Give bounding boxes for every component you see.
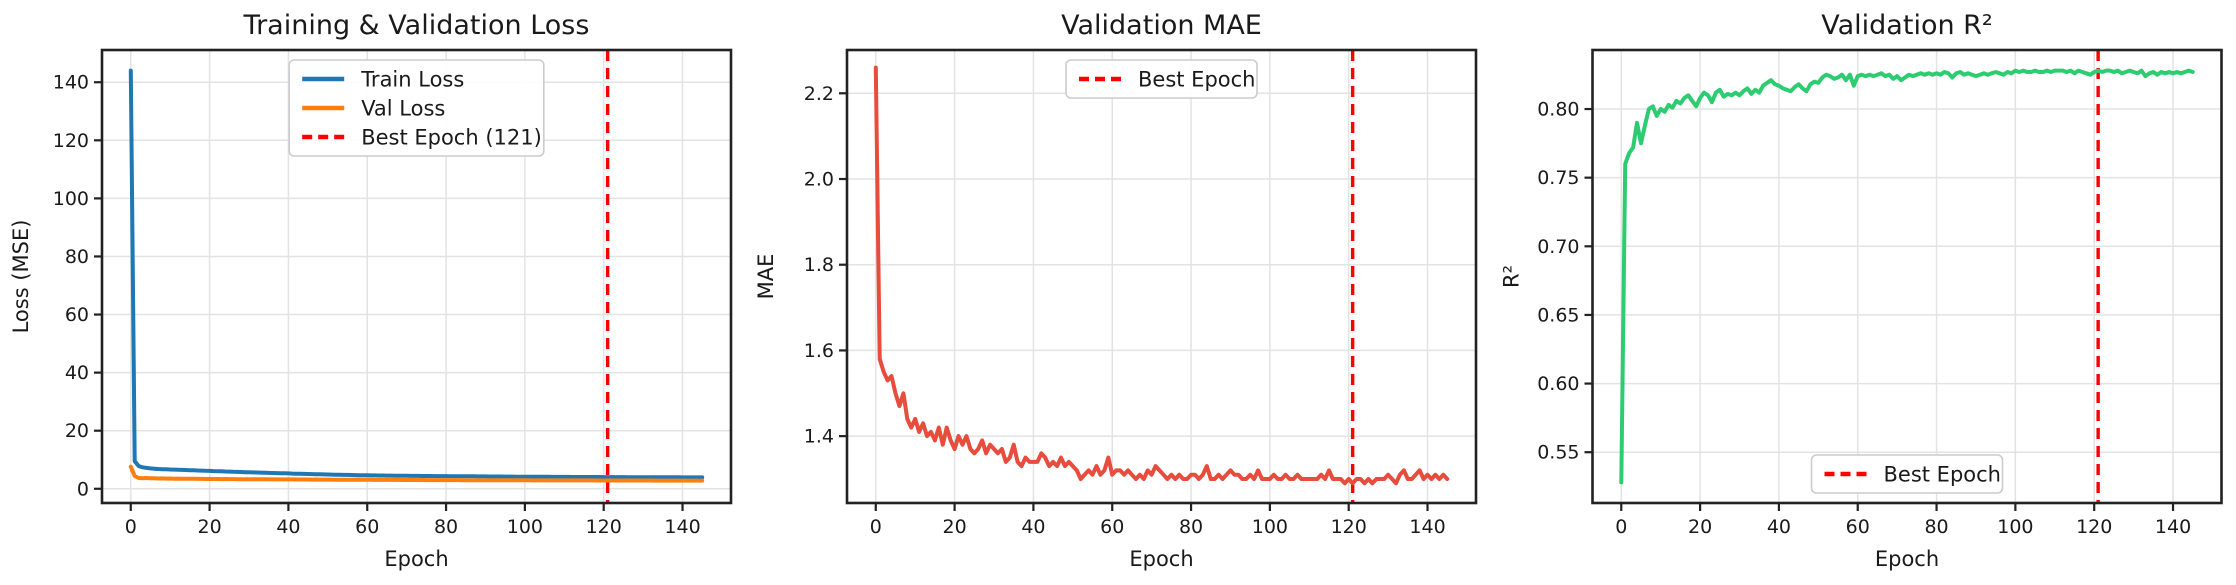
x-tick-label: 0 bbox=[870, 516, 882, 538]
x-tick-label: 0 bbox=[1615, 516, 1627, 538]
val-r--line bbox=[1619, 68, 2195, 485]
chart-training-validation-loss: 0 20 40 60 80 100 120 140 0 20 40 60 80 100 120 140 Trai… bbox=[0, 0, 745, 585]
x-tick-label: 80 bbox=[1179, 516, 1203, 538]
chart-title: Validation R² bbox=[1821, 10, 1993, 41]
chart-background bbox=[1490, 0, 2236, 585]
y-tick-label: 100 bbox=[53, 188, 89, 210]
y-tick-label: 1.6 bbox=[804, 340, 834, 362]
x-tick-label: 120 bbox=[2076, 516, 2112, 538]
legend-label: Best Epoch (121) bbox=[361, 126, 542, 150]
y-tick-label: 0.60 bbox=[1537, 373, 1579, 395]
y-axis-label: Loss (MSE) bbox=[9, 220, 33, 334]
x-tick-label: 20 bbox=[942, 516, 966, 538]
x-tick-label: 40 bbox=[1767, 516, 1791, 538]
y-tick-label: 1.4 bbox=[804, 426, 834, 448]
x-tick-label: 60 bbox=[1846, 516, 1870, 538]
y-tick-label: 0.55 bbox=[1537, 442, 1579, 464]
x-tick-label: 140 bbox=[664, 516, 700, 538]
x-tick-label: 140 bbox=[1409, 516, 1445, 538]
x-tick-label: 100 bbox=[1252, 516, 1288, 538]
line-chart-svg: 0 20 40 60 80 100 120 140 0.55 0.60 0.65 0.70 0.75 0.… bbox=[1490, 0, 2236, 585]
y-tick-label: 20 bbox=[65, 420, 89, 442]
x-tick-label: 120 bbox=[1331, 516, 1367, 538]
y-tick-label: 80 bbox=[65, 246, 89, 268]
train-loss-line bbox=[128, 68, 705, 480]
y-tick-label: 0.70 bbox=[1537, 236, 1579, 258]
y-tick-label: 140 bbox=[53, 72, 89, 94]
val-mae-line bbox=[873, 65, 1450, 486]
x-axis-label: Epoch bbox=[1129, 547, 1193, 571]
y-tick-label: 0.80 bbox=[1537, 99, 1579, 121]
line-chart-svg: 0 20 40 60 80 100 120 140 1.4 1.6 1.8 2.0 2.2 Validat… bbox=[745, 0, 1490, 585]
line-chart-svg: 0 20 40 60 80 100 120 140 0 20 40 60 80 100 120 140 Trai… bbox=[0, 0, 745, 585]
legend-label: Best Epoch bbox=[1138, 68, 1255, 92]
plot-area-border bbox=[845, 48, 1478, 505]
x-tick-label: 140 bbox=[2155, 516, 2191, 538]
x-axis-label: Epoch bbox=[1875, 547, 1939, 571]
x-tick-label: 100 bbox=[507, 516, 543, 538]
legend-box bbox=[288, 59, 545, 157]
x-tick-label: 80 bbox=[1924, 516, 1948, 538]
x-tick-label: 120 bbox=[586, 516, 622, 538]
x-tick-label: 40 bbox=[276, 516, 300, 538]
x-tick-label: 60 bbox=[355, 516, 379, 538]
x-tick-label: 60 bbox=[1100, 516, 1124, 538]
y-tick-label: 60 bbox=[65, 304, 89, 326]
legend-label: Val Loss bbox=[361, 97, 445, 121]
y-axis-label: MAE bbox=[754, 254, 778, 300]
x-tick-label: 0 bbox=[125, 516, 137, 538]
legend-label: Best Epoch bbox=[1884, 463, 2001, 487]
y-tick-label: 0.65 bbox=[1537, 304, 1579, 326]
x-axis-label: Epoch bbox=[384, 547, 448, 571]
x-tick-label: 100 bbox=[1997, 516, 2033, 538]
legend-label: Train Loss bbox=[360, 68, 464, 92]
legend-box bbox=[1810, 454, 2004, 494]
y-tick-label: 2.2 bbox=[804, 83, 834, 105]
y-tick-label: 40 bbox=[65, 362, 89, 384]
chart-title: Training & Validation Loss bbox=[243, 10, 590, 41]
legend-box bbox=[1065, 59, 1258, 99]
x-tick-label: 40 bbox=[1021, 516, 1045, 538]
y-tick-label: 0 bbox=[77, 478, 89, 500]
y-tick-label: 120 bbox=[53, 130, 89, 152]
chart-validation-r2: 0 20 40 60 80 100 120 140 0.55 0.60 0.65 0.70 0.75 0.… bbox=[1490, 0, 2236, 585]
y-tick-label: 0.75 bbox=[1537, 167, 1579, 189]
chart-validation-mae: 0 20 40 60 80 100 120 140 1.4 1.6 1.8 2.0 2.2 Validat… bbox=[745, 0, 1490, 585]
chart-title: Validation MAE bbox=[1061, 10, 1262, 41]
y-tick-label: 1.8 bbox=[804, 254, 834, 276]
x-tick-label: 20 bbox=[1688, 516, 1712, 538]
y-axis-label: R² bbox=[1500, 265, 1524, 288]
plot-area-border bbox=[1591, 48, 2223, 505]
x-tick-label: 80 bbox=[434, 516, 458, 538]
val-loss-line bbox=[128, 464, 705, 483]
plot-area-border bbox=[100, 48, 733, 505]
y-tick-label: 2.0 bbox=[804, 169, 834, 191]
x-tick-label: 20 bbox=[197, 516, 221, 538]
